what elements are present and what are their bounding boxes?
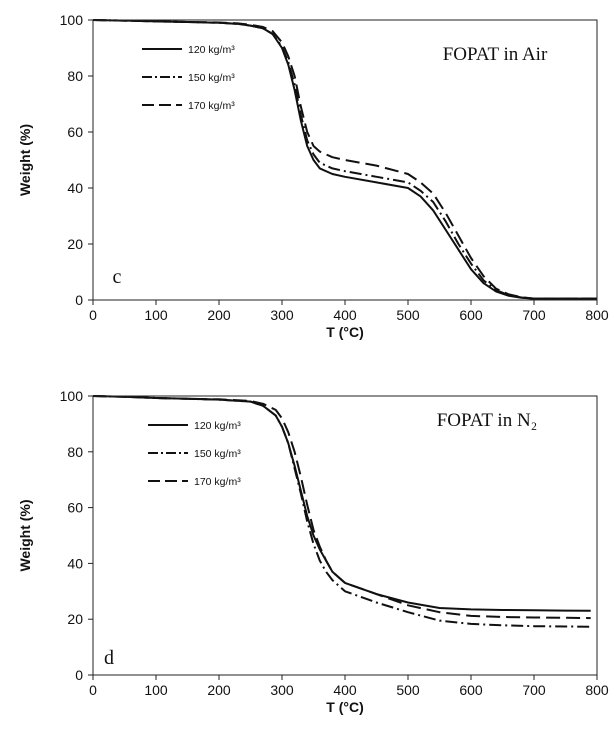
x-tick-label: 600 [459, 307, 483, 323]
x-axis-label: T (°C) [326, 324, 363, 340]
legend-entry-3: 170 kg/m³ [194, 476, 241, 488]
y-tick-label: 20 [67, 236, 83, 252]
legend: 120 kg/m³ 150 kg/m³ 170 kg/m³ [142, 44, 235, 112]
tick-layer: 0 100 200 300 400 500 600 700 800 0 20 40 60 80 100 [60, 388, 609, 698]
x-axis-label: T (°C) [326, 699, 363, 715]
x-tick-label: 500 [396, 682, 420, 698]
chart-title: FOPAT in N₂ [437, 410, 538, 431]
panel-d-chart: 0 100 200 300 400 500 600 700 800 0 20 40 60 80 100 FO… [17, 388, 609, 715]
y-tick-label: 20 [67, 611, 83, 627]
legend-entry-2: 150 kg/m³ [194, 448, 241, 460]
x-tick-label: 400 [333, 307, 357, 323]
x-tick-label: 0 [89, 307, 97, 323]
y-tick-label: 80 [67, 68, 83, 84]
panel-c-chart: 0 100 200 300 400 500 600 700 800 0 20 40 60 80 100 FO… [17, 12, 609, 340]
x-tick-label: 0 [89, 682, 97, 698]
y-tick-label: 80 [67, 444, 83, 460]
x-tick-label: 500 [396, 307, 420, 323]
x-tick-label: 600 [459, 682, 483, 698]
y-tick-label: 60 [67, 500, 83, 516]
x-tick-label: 200 [207, 682, 231, 698]
y-tick-label: 0 [75, 667, 83, 683]
series-line-2 [92, 395, 591, 628]
x-tick-label: 800 [585, 307, 609, 323]
x-tick-label: 700 [522, 682, 546, 698]
tick-layer: 0 100 200 300 400 500 600 700 800 0 20 40 60 80 100 [60, 12, 609, 323]
panel-label: c [113, 266, 122, 288]
y-tick-label: 60 [67, 124, 83, 140]
legend-entry-3: 170 kg/m³ [188, 100, 235, 112]
y-tick-label: 100 [60, 12, 84, 28]
x-tick-label: 100 [144, 307, 168, 323]
series-line-3 [92, 395, 591, 620]
x-tick-label: 800 [585, 682, 609, 698]
x-tick-label: 400 [333, 682, 357, 698]
y-tick-label: 0 [75, 292, 83, 308]
x-tick-label: 200 [207, 307, 231, 323]
series-line-3 [92, 19, 597, 300]
x-tick-label: 300 [270, 682, 294, 698]
x-tick-label: 300 [270, 307, 294, 323]
plot-area-frame [92, 395, 598, 676]
x-tick-label: 700 [522, 307, 546, 323]
legend-entry-1: 120 kg/m³ [194, 420, 241, 432]
series-layer [92, 395, 591, 628]
y-tick-label: 40 [67, 180, 83, 196]
chart-title: FOPAT in Air [443, 44, 548, 65]
x-tick-label: 100 [144, 682, 168, 698]
y-axis-label: Weight (%) [17, 124, 33, 196]
y-tick-label: 40 [67, 555, 83, 571]
y-tick-label: 100 [60, 388, 84, 404]
legend: 120 kg/m³ 150 kg/m³ 170 kg/m³ [148, 420, 241, 488]
y-axis-label: Weight (%) [17, 499, 33, 571]
legend-entry-2: 150 kg/m³ [188, 72, 235, 84]
legend-entry-1: 120 kg/m³ [188, 44, 235, 56]
panel-label: d [104, 647, 114, 669]
series-layer [92, 19, 597, 300]
